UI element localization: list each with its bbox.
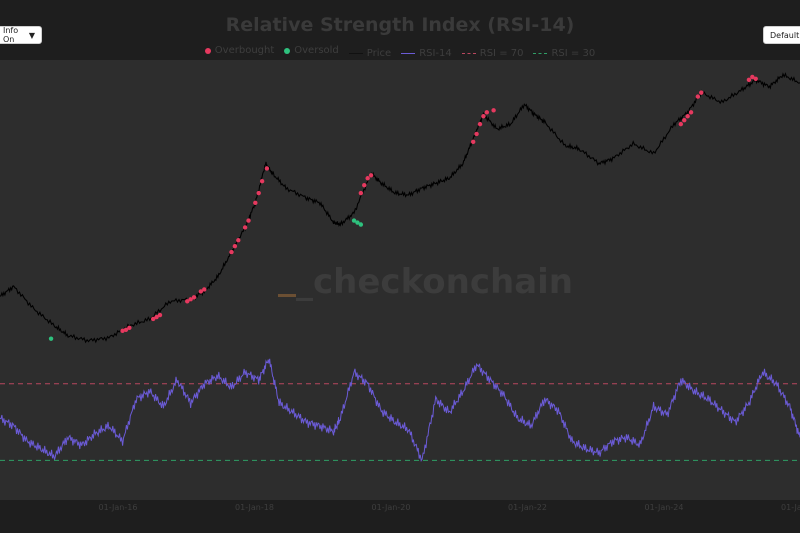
rsi-line — [0, 358, 800, 463]
info-toggle-label: Info On — [3, 26, 19, 44]
legend-swatch — [348, 52, 363, 54]
overbought-point — [229, 249, 234, 255]
price-line — [0, 72, 800, 344]
overbought-point — [477, 121, 483, 127]
legend-label: Oversold — [294, 45, 339, 56]
legend-label: Overbought — [214, 45, 275, 56]
price-panel — [0, 72, 800, 344]
overbought-point — [154, 314, 159, 320]
oversold-point — [48, 336, 54, 341]
overbought-point — [484, 110, 490, 115]
overbought-point — [123, 327, 129, 333]
legend-item[interactable]: RSI = 70 — [461, 47, 524, 59]
watermark: _checkonchain — [296, 262, 573, 302]
overbought-point — [120, 328, 125, 333]
legend-label: Price — [366, 47, 392, 59]
x-tick-label: 01-Jan-16 — [99, 503, 138, 512]
legend-label: RSI = 70 — [479, 47, 524, 59]
overbought-point — [688, 110, 694, 115]
overbought-point — [753, 76, 758, 82]
legend-label: RSI = 30 — [551, 47, 596, 59]
overbought-point — [253, 200, 258, 206]
overbought-point — [127, 325, 132, 331]
overbought-point — [685, 114, 690, 119]
overbought-point — [256, 190, 261, 196]
overbought-point — [198, 289, 204, 294]
watermark-dash — [278, 294, 296, 297]
x-tick-label: 01-Jan-24 — [645, 503, 684, 512]
x-axis-band — [0, 500, 800, 533]
overbought-point — [358, 190, 364, 196]
overbought-point — [474, 131, 479, 137]
zoom-reset-label: Default Z — [770, 30, 800, 40]
overbought-point — [246, 218, 251, 223]
x-tick-label: 01-Jan-20 — [372, 503, 411, 512]
legend: Overbought Oversold Price RSI-14 RSI = 70 RSI… — [0, 45, 800, 59]
legend-swatch — [204, 47, 211, 54]
overbought-point — [695, 94, 701, 99]
overbought-point — [368, 173, 374, 178]
overbought-point — [157, 312, 163, 318]
overbought-point — [470, 139, 476, 145]
legend-swatch — [284, 47, 291, 54]
legend-label: RSI-14 — [419, 47, 452, 59]
info-toggle-button[interactable]: Info On ▼ — [0, 26, 42, 44]
legend-swatch — [461, 52, 476, 54]
overbought-point — [150, 316, 156, 322]
x-axis: 01-Jan-16 01-Jan-18 01-Jan-20 01-Jan-22 01-J… — [0, 500, 800, 533]
overbought-point — [236, 238, 241, 243]
header-bar — [0, 0, 800, 60]
oversold-point — [358, 222, 364, 227]
overbought-point — [202, 287, 207, 292]
x-tick-label: 01-Jan-18 — [235, 503, 274, 512]
overbought-point — [678, 121, 684, 127]
rsi-panel — [0, 358, 800, 463]
overbought-point — [699, 90, 704, 95]
chevron-down-icon: ▼ — [28, 30, 35, 40]
overbought-point — [491, 108, 496, 113]
legend-swatch — [401, 52, 416, 54]
overbought-point — [682, 117, 687, 123]
overbought-point — [481, 114, 486, 119]
overbought-point — [242, 225, 248, 230]
overbought-point — [362, 182, 367, 188]
legend-item[interactable]: Price — [348, 47, 392, 59]
chart-title: Relative Strength Index (RSI-14) — [225, 14, 575, 36]
overbought-point — [259, 179, 265, 184]
x-tick-label: 01-Jan-22 — [508, 503, 547, 512]
legend-item[interactable]: Overbought — [204, 45, 275, 56]
overbought-point — [232, 243, 238, 249]
legend-swatch — [533, 52, 548, 54]
overbought-point — [750, 74, 755, 80]
overbought-point — [746, 77, 752, 83]
oversold-point — [351, 218, 357, 223]
legend-item[interactable]: Oversold — [284, 45, 339, 56]
overbought-point — [188, 297, 193, 302]
legend-item[interactable]: RSI = 30 — [533, 48, 595, 59]
legend-item[interactable]: RSI-14 — [401, 48, 452, 59]
x-tick-label: 01-Jan-26 — [781, 503, 800, 512]
overbought-point — [365, 176, 370, 181]
overbought-point — [191, 295, 197, 300]
oversold-point — [355, 220, 360, 225]
overbought-point — [185, 299, 190, 304]
overbought-point — [264, 166, 270, 171]
zoom-reset-button[interactable]: Default Z — [763, 26, 800, 44]
